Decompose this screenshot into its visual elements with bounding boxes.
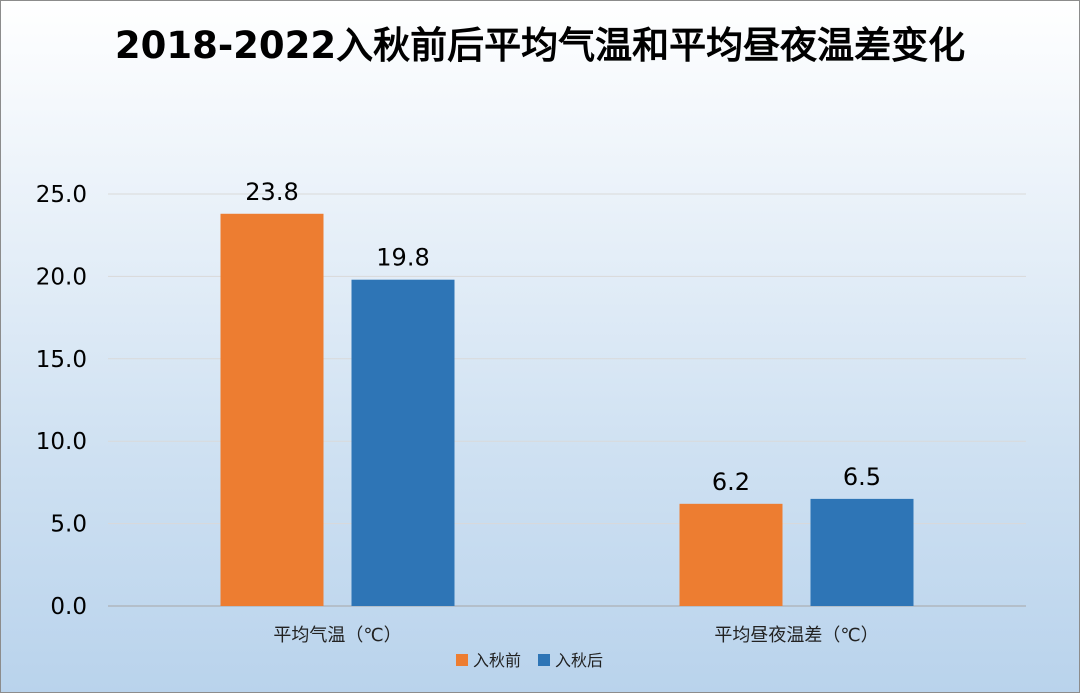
data-label: 19.8 <box>376 244 429 272</box>
legend-swatch <box>538 654 550 666</box>
bars <box>220 213 914 606</box>
x-category-label: 平均昼夜温差（℃） <box>714 625 878 646</box>
y-tick-label: 20.0 <box>36 264 87 290</box>
legend: 入秋前 入秋后 <box>456 651 603 670</box>
y-tick-label: 25.0 <box>36 182 87 208</box>
data-label: 6.2 <box>712 468 750 496</box>
bar-before <box>220 213 324 606</box>
y-tick-label: 10.0 <box>36 429 87 455</box>
bar-after <box>351 279 455 606</box>
chart-title: 2018-2022入秋前后平均气温和平均昼夜温差变化 <box>114 24 966 67</box>
y-tick-label: 0.0 <box>50 594 87 620</box>
data-label: 23.8 <box>245 178 298 206</box>
y-axis-ticks: 0.0 5.0 10.0 15.0 20.0 25.0 <box>36 182 87 620</box>
legend-swatch <box>456 654 468 666</box>
bar-before <box>679 503 783 606</box>
x-category-label: 平均气温（℃） <box>273 625 401 646</box>
legend-label: 入秋前 <box>473 651 521 670</box>
x-axis-categories: 平均气温（℃） 平均昼夜温差（℃） <box>273 625 878 646</box>
y-tick-label: 5.0 <box>50 512 87 538</box>
bar-after <box>810 498 914 606</box>
data-label: 6.5 <box>843 463 881 491</box>
y-tick-label: 15.0 <box>36 347 87 373</box>
data-labels: 23.8 19.8 6.2 6.5 <box>245 178 881 496</box>
legend-label: 入秋后 <box>555 651 603 670</box>
